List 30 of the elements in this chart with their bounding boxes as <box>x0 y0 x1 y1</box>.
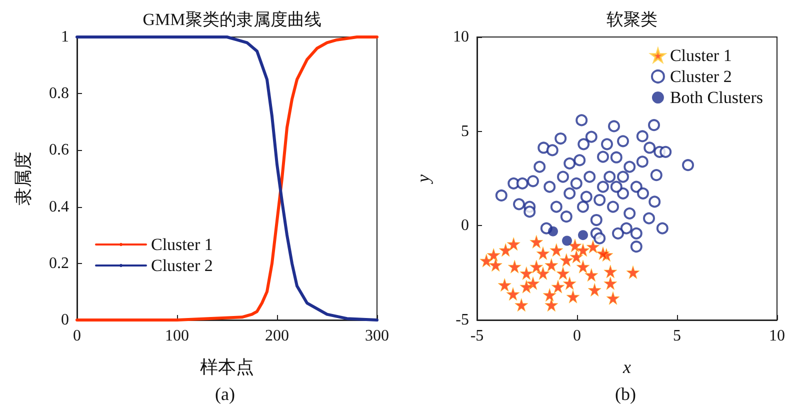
legend-label: Cluster 2 <box>670 67 732 86</box>
y-tick-label: 0.6 <box>49 142 69 159</box>
y-axis-title: 隶属度 <box>13 152 33 206</box>
x-tick-label: 100 <box>165 328 189 344</box>
y-tick-label: 5 <box>461 122 469 140</box>
text: (b) <box>615 384 636 404</box>
y-tick-label: 0 <box>61 312 69 328</box>
y-tick-label: 0.4 <box>49 198 69 216</box>
legend-label: Cluster 2 <box>151 256 213 275</box>
legend-label: Cluster 1 <box>670 46 732 65</box>
y-tick-label: 1 <box>61 28 69 46</box>
y-tick-label: 0 <box>461 217 469 234</box>
y-tick-label: 10 <box>453 28 469 46</box>
legend-label: Cluster 1 <box>151 235 213 254</box>
x-axis-title: 样本点 <box>200 357 254 377</box>
x-tick-label: 0 <box>73 328 81 344</box>
x-tick-label: 0 <box>573 328 581 344</box>
y-tick-label: 0.2 <box>49 254 69 272</box>
y-tick-label: 0.8 <box>49 85 69 102</box>
x-tick-label: 5 <box>673 328 681 344</box>
legend-label: Both Clusters <box>670 88 764 107</box>
y-tick-label: -5 <box>456 312 469 328</box>
x-tick-label: 200 <box>265 328 289 344</box>
x-axis-title: x <box>622 357 631 377</box>
y-axis-title: y <box>413 174 433 184</box>
x-tick-label: 300 <box>365 328 389 344</box>
chart-title: 软聚类 <box>606 10 658 29</box>
text: (a) <box>215 384 235 404</box>
x-tick-label: 10 <box>769 328 785 344</box>
chart-title: GMM聚类的隶属度曲线 <box>142 10 322 29</box>
